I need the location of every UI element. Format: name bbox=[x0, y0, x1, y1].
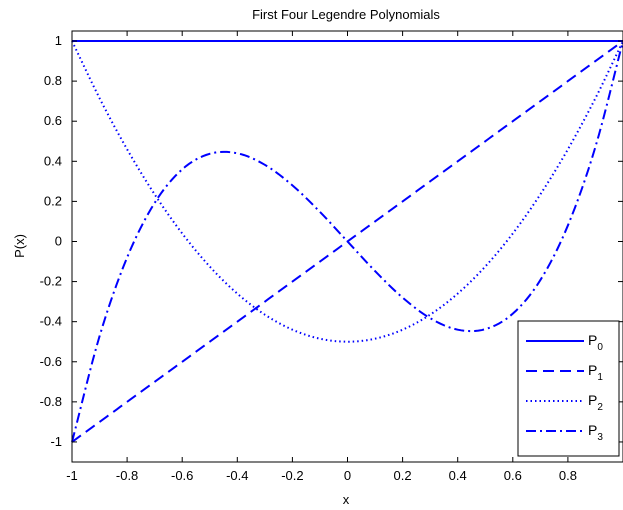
y-tick-label: -0.2 bbox=[40, 274, 62, 289]
y-tick-label: 0 bbox=[55, 233, 62, 248]
x-tick-label: 0.4 bbox=[449, 468, 467, 483]
x-tick-label: -0.6 bbox=[171, 468, 193, 483]
y-tick-label: -0.6 bbox=[40, 354, 62, 369]
series-line-p3 bbox=[71, 40, 623, 443]
x-tick-label: -0.8 bbox=[116, 468, 138, 483]
x-tick-label: -1 bbox=[66, 468, 78, 483]
y-tick-label: -0.8 bbox=[40, 394, 62, 409]
y-tick-label: -0.4 bbox=[40, 314, 62, 329]
y-tick-label: 0.2 bbox=[44, 193, 62, 208]
x-tick-label: -0.2 bbox=[281, 468, 303, 483]
x-tick-label: 0.6 bbox=[504, 468, 522, 483]
axis-ticks bbox=[71, 31, 623, 462]
x-tick-label: 0.2 bbox=[394, 468, 412, 483]
chart-title: First Four Legendre Polynomials bbox=[252, 7, 440, 22]
legend-box bbox=[517, 320, 620, 457]
y-tick-label: 1 bbox=[55, 33, 62, 48]
x-axis-title: x bbox=[343, 492, 350, 507]
y-axis-title: P(x) bbox=[12, 234, 27, 258]
x-tick-label: 0 bbox=[344, 468, 351, 483]
x-tick-label: 0.8 bbox=[559, 468, 577, 483]
y-tick-label: 0.4 bbox=[44, 153, 62, 168]
y-tick-label: -1 bbox=[50, 434, 62, 449]
plot-lines bbox=[71, 40, 623, 443]
axis-tick-labels: -1 -0.8 -0.6 -0.4 -0.2 0 0.2 0.4 0.6 0.8 -1 -0.8 -0.… bbox=[40, 33, 577, 483]
series-line-p2 bbox=[71, 40, 623, 343]
y-tick-label: 0.8 bbox=[44, 73, 62, 88]
y-tick-label: 0.6 bbox=[44, 113, 62, 128]
x-tick-label: -0.4 bbox=[226, 468, 248, 483]
